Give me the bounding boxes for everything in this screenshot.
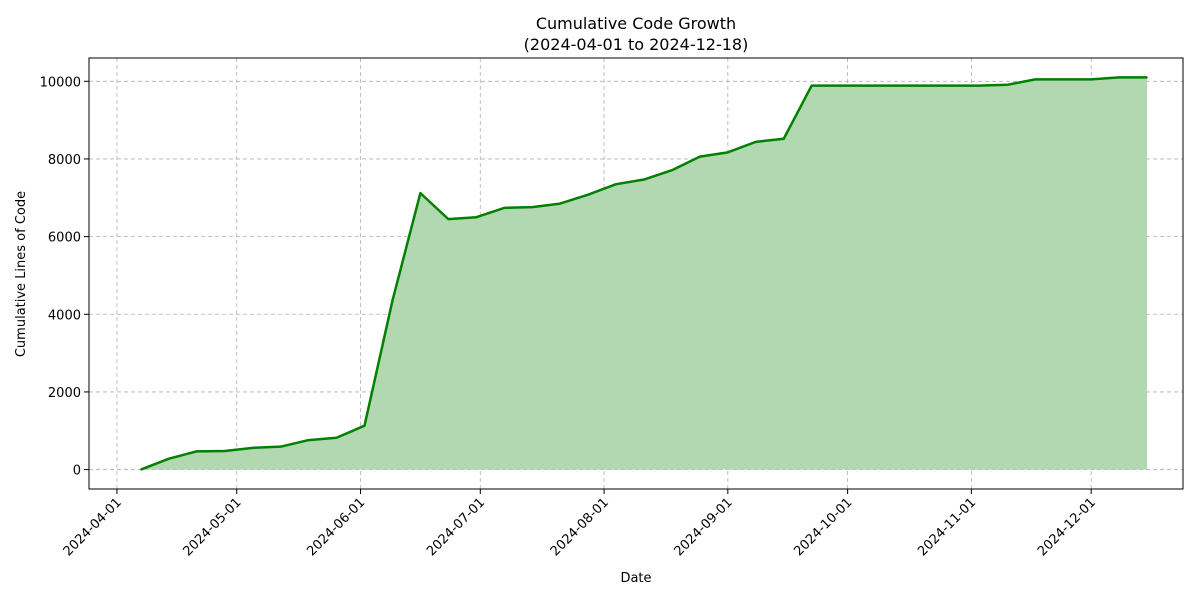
data-point: [196, 450, 198, 453]
data-point: [475, 216, 478, 218]
y-tick-label: 4000: [48, 308, 81, 323]
data-point: [838, 84, 841, 87]
y-tick-label: 6000: [48, 231, 81, 246]
data-point: [1006, 83, 1009, 86]
data-point: [279, 445, 282, 448]
data-point: [223, 450, 226, 452]
chart-subtitle: (2024-04-01 to 2024-12-18): [524, 35, 749, 54]
data-point: [782, 137, 785, 140]
x-tick-label: 2024-09-01: [672, 495, 736, 559]
data-point: [1090, 78, 1092, 81]
data-point: [1062, 78, 1065, 81]
data-point: [671, 169, 673, 172]
data-point: [727, 151, 729, 154]
data-point: [531, 206, 533, 208]
x-tick-label: 2024-10-01: [791, 495, 855, 559]
data-point: [1146, 76, 1148, 79]
data-point: [447, 218, 450, 220]
x-tick-label: 2024-06-01: [304, 495, 368, 559]
data-point: [810, 84, 813, 87]
data-point: [168, 457, 170, 460]
y-tick-label: 0: [73, 464, 81, 479]
data-point: [894, 84, 897, 87]
y-tick-label: 10000: [40, 75, 81, 90]
x-tick-label: 2024-07-01: [424, 495, 488, 559]
data-point: [251, 447, 254, 449]
data-point: [922, 84, 925, 87]
data-point: [978, 84, 981, 87]
data-point: [559, 202, 561, 205]
data-point: [587, 193, 589, 196]
data-point: [615, 183, 617, 185]
data-point: [1118, 76, 1120, 79]
data-point: [363, 424, 366, 427]
data-point: [950, 84, 953, 87]
x-tick-label: 2024-12-01: [1035, 495, 1099, 559]
data-point: [140, 468, 142, 471]
chart-title: Cumulative Code Growth: [536, 14, 736, 33]
y-tick-label: 2000: [48, 386, 81, 401]
x-tick-label: 2024-08-01: [548, 495, 612, 559]
data-point: [335, 436, 338, 439]
area-fill: [140, 77, 1148, 470]
data-point: [699, 155, 701, 158]
data-point: [1034, 78, 1037, 81]
data-point: [307, 439, 310, 441]
data-point: [391, 299, 394, 302]
data-point: [754, 141, 757, 143]
plot-frame: [88, 57, 1184, 490]
y-axis-label: Cumulative Lines of Code: [14, 191, 29, 357]
data-point: [419, 192, 422, 194]
data-point: [643, 178, 645, 181]
data-point: [503, 207, 506, 209]
x-axis-label: Date: [620, 571, 651, 586]
x-tick-label: 2024-04-01: [61, 495, 125, 559]
x-tick-label: 2024-05-01: [181, 495, 245, 559]
y-tick-label: 8000: [48, 153, 81, 168]
x-tick-label: 2024-11-01: [915, 495, 979, 559]
data-point: [866, 84, 869, 87]
data-layer: [140, 76, 1148, 471]
